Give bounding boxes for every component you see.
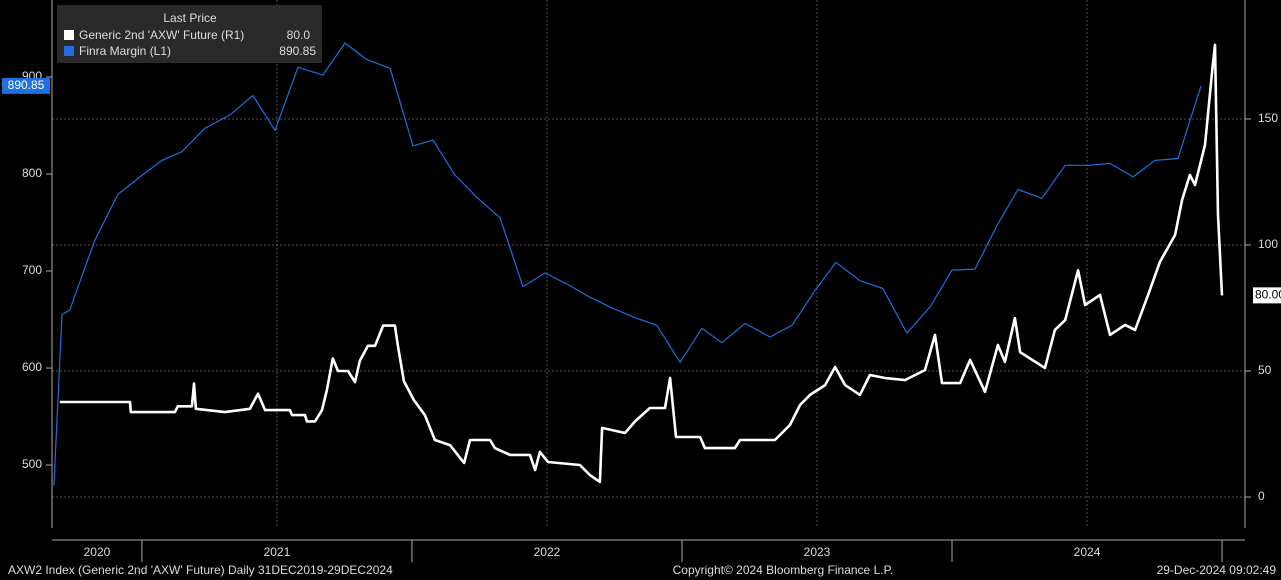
x-tick-label: 2024: [1074, 545, 1101, 559]
footer-center: Copyright© 2024 Bloomberg Finance L.P.: [673, 563, 894, 577]
last-value-tag: [2, 77, 50, 94]
y-tick-label: 600: [22, 360, 42, 374]
footer-right: 29-Dec-2024 09:02:49: [1157, 563, 1277, 577]
y2-tick-label: 100: [1258, 237, 1278, 251]
plot: [53, 42, 1224, 486]
y2-tick-label: 50: [1258, 363, 1272, 377]
legend-label: Finra Margin (L1): [79, 44, 171, 58]
y2-tick-label: 0: [1258, 489, 1265, 503]
footer-left: AXW2 Index (Generic 2nd 'AXW' Future) Da…: [8, 563, 393, 577]
last-value-label: 80.00: [1255, 288, 1281, 302]
legend-value: 890.85: [279, 44, 316, 58]
last-value-tag: [1253, 287, 1281, 304]
series-line: [59, 43, 1224, 484]
series-line: [53, 42, 1202, 486]
legend-label: Generic 2nd 'AXW' Future (R1): [79, 28, 244, 42]
y2-tick-label: 150: [1258, 111, 1278, 125]
x-tick-label: 2022: [534, 545, 561, 559]
x-tick-label: 2021: [264, 545, 291, 559]
y-tick-label: 500: [22, 457, 42, 471]
legend: Last Price Generic 2nd 'AXW' Future (R1)…: [57, 5, 322, 63]
grid: [52, 0, 1245, 528]
legend-title: Last Price: [163, 11, 217, 25]
y-tick-label: 700: [22, 263, 42, 277]
x-tick-label: 2023: [804, 545, 831, 559]
last-value-label: 890.85: [8, 78, 45, 92]
x-tick-label: 2020: [84, 545, 111, 559]
y-tick-label: 800: [22, 166, 42, 180]
legend-value: 80.0: [287, 28, 311, 42]
legend-swatch: [64, 30, 74, 40]
legend-box: [57, 5, 322, 63]
legend-swatch: [64, 46, 74, 56]
